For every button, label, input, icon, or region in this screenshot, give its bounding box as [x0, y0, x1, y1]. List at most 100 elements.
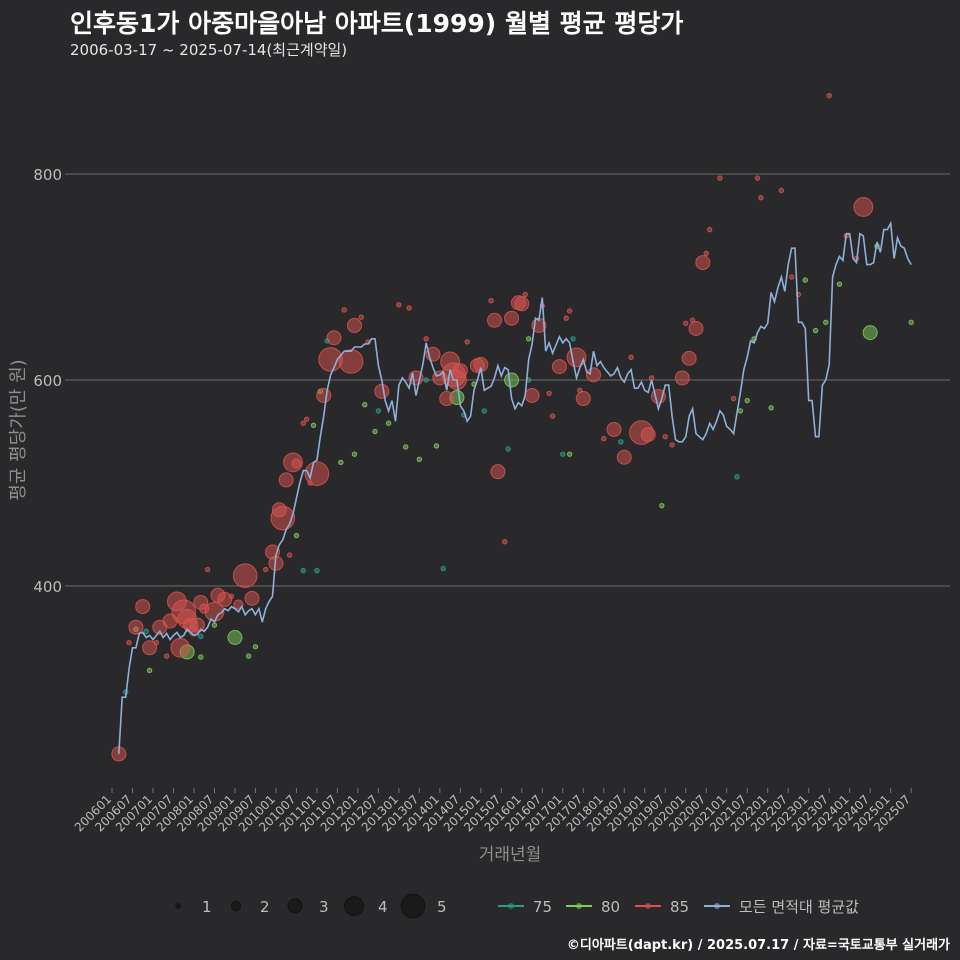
series-85-point	[706, 226, 713, 233]
series-85-point	[346, 317, 362, 333]
series-85-point	[303, 416, 310, 422]
series-85-point	[153, 639, 160, 646]
series-85-point	[318, 347, 343, 372]
series-legend-label: 75	[533, 898, 552, 916]
series-85-point	[464, 339, 470, 345]
chart-title: 인후동1가 아중마을아남 아파트(1999) 월별 평균 평당가	[70, 9, 684, 38]
series-85-point	[566, 347, 587, 368]
series-80-point	[252, 644, 259, 650]
y-tick-label: 800	[33, 166, 62, 184]
series-80-point	[802, 277, 808, 283]
y-tick-label: 400	[33, 578, 62, 596]
series-80-point	[416, 456, 423, 463]
series-85-point	[566, 308, 573, 314]
series-85-point	[695, 255, 711, 271]
series-75-point	[734, 474, 740, 480]
size-legend-symbol	[344, 896, 364, 916]
series-85-point	[681, 350, 697, 366]
size-legend-symbol	[175, 903, 181, 909]
series-85-point	[688, 321, 704, 336]
series-85-point	[286, 552, 293, 558]
chart-subtitle: 2006-03-17 ~ 2025-07-14(최근계약일)	[70, 41, 348, 59]
y-tick-label: 600	[33, 372, 62, 390]
series-85-point	[826, 93, 832, 99]
series-85-point	[291, 458, 302, 469]
legend: 1 2 3 4 5 75 80 85 모든 면적대 평균값	[175, 893, 859, 919]
series-80-point	[338, 459, 344, 466]
series-85-point	[616, 449, 632, 465]
series-85-point	[674, 370, 690, 386]
series-85-point	[487, 312, 503, 328]
series-85-point	[126, 639, 132, 646]
x-axis-label: 거래년월	[479, 845, 542, 865]
series-85-point	[304, 461, 330, 487]
series-85-point	[341, 307, 347, 313]
series-85-point	[142, 640, 158, 656]
series-85-point	[232, 563, 258, 589]
series-legend-label: 모든 면적대 평균값	[739, 898, 859, 916]
series-legend-dot	[576, 903, 582, 909]
series-85-point	[563, 315, 569, 321]
size-legend-label: 4	[378, 898, 388, 916]
series-85-point	[406, 305, 412, 311]
y-tick-labels: 400 600 800	[33, 166, 62, 596]
size-legend-label: 5	[437, 898, 447, 916]
series-80-point	[504, 372, 520, 388]
series-85-point	[278, 472, 294, 488]
series-85-point	[204, 566, 211, 573]
series-85-point	[522, 291, 528, 298]
series-85-point	[244, 590, 260, 606]
series-75-point	[570, 336, 576, 342]
series-85-point	[135, 599, 151, 615]
series-80-point	[836, 281, 843, 287]
series-80-point	[525, 336, 532, 342]
series-85-point	[546, 390, 552, 397]
series-85-point	[300, 420, 306, 426]
series-80-point	[198, 654, 204, 660]
series-85-point	[524, 387, 540, 403]
series-all-line	[118, 220, 912, 754]
series-85-point	[233, 599, 244, 610]
size-legend-label: 2	[260, 898, 270, 916]
series-80-point	[385, 420, 392, 426]
series-85-point	[717, 175, 723, 181]
series-85-point	[502, 539, 508, 545]
series-85-point	[396, 302, 402, 308]
series-85-point	[788, 274, 795, 280]
series-85-point	[217, 591, 233, 607]
x-tick-labels: 2006012006072007012007072008012008072009…	[72, 788, 913, 835]
series-80-point	[211, 622, 218, 628]
series-85-point	[338, 349, 364, 374]
series-85-point	[683, 320, 689, 327]
size-legend-symbol	[230, 900, 242, 912]
series-legend-dot	[714, 903, 720, 909]
series-85-point	[662, 433, 668, 440]
series-legend-dot	[508, 903, 514, 909]
series-80-point	[744, 397, 750, 404]
series-85-point	[423, 336, 429, 342]
size-legend-label: 1	[202, 898, 212, 916]
series-85-point	[128, 619, 144, 635]
series-85-point	[163, 653, 170, 659]
series-80-point	[310, 422, 317, 429]
series-85-point	[758, 194, 764, 201]
series-85-point	[551, 359, 567, 375]
series-75-point	[198, 633, 204, 640]
series-85-point	[778, 187, 785, 194]
series-85-point	[514, 296, 530, 312]
credit-line: ©디아파트(dapt.kr) / 2025.07.17 / 자료=국토교통부 실…	[566, 938, 950, 953]
series-75-point	[300, 567, 306, 574]
series-75-point	[423, 377, 429, 383]
series-80-point	[908, 319, 914, 326]
series-75-point	[618, 439, 624, 445]
series-80-point	[362, 402, 368, 408]
series-85-point	[703, 250, 709, 257]
series-75-point	[314, 567, 320, 574]
series-85-points	[111, 93, 874, 762]
series-85-point	[262, 566, 269, 573]
series-85-point	[648, 375, 655, 381]
series-85-point	[228, 593, 235, 599]
series-85-point	[358, 314, 365, 320]
series-75-point	[143, 628, 149, 635]
series-80-point	[403, 444, 409, 450]
